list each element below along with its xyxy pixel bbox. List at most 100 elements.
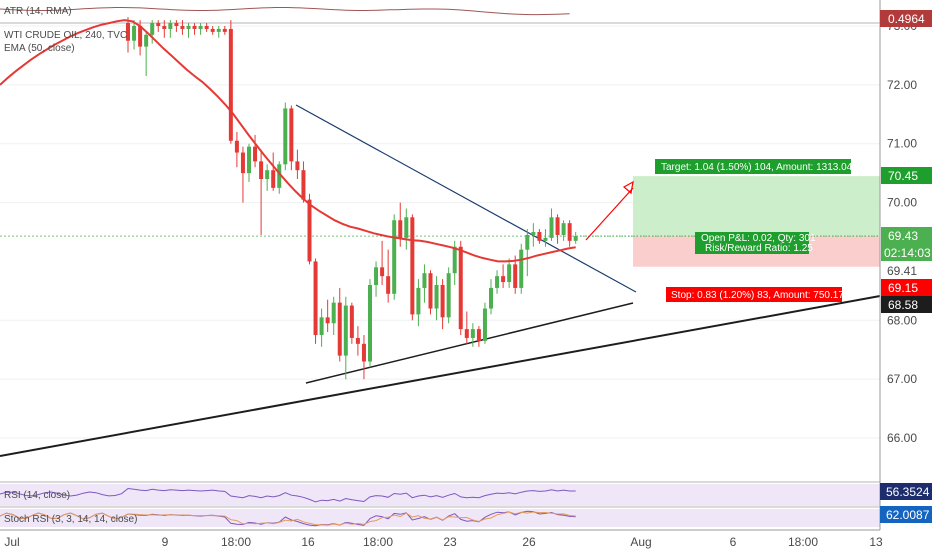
time-tick-label: 18:00 xyxy=(363,535,393,549)
candle[interactable] xyxy=(144,31,149,77)
candle[interactable] xyxy=(337,287,342,362)
candle[interactable] xyxy=(416,279,421,327)
candle[interactable] xyxy=(555,214,560,244)
candle[interactable] xyxy=(458,240,463,336)
main-pane[interactable]: Target: 1.04 (1.50%) 104, Amount: 1313.0… xyxy=(0,17,881,457)
candle[interactable] xyxy=(174,20,179,32)
time-axis[interactable]: Jul 9 18:00 16 18:00 23 26 Aug 6 18:00 13 xyxy=(0,529,883,549)
time-tick-label: 13 xyxy=(869,535,883,549)
candle[interactable] xyxy=(386,249,391,303)
candle[interactable] xyxy=(168,20,173,38)
svg-text:02:14:03: 02:14:03 xyxy=(884,246,931,260)
time-tick-label: 9 xyxy=(162,535,169,549)
candle[interactable] xyxy=(531,223,536,247)
candle[interactable] xyxy=(513,255,518,294)
projection-arrow[interactable] xyxy=(585,180,634,241)
candle[interactable] xyxy=(162,20,167,38)
candle[interactable] xyxy=(482,302,487,344)
candle[interactable] xyxy=(156,20,161,32)
candle[interactable] xyxy=(295,149,300,180)
candle[interactable] xyxy=(271,152,276,191)
candle[interactable] xyxy=(428,270,433,315)
atr-pane: ATR (14, RMA) xyxy=(0,6,880,24)
candle[interactable] xyxy=(325,299,330,333)
candle[interactable] xyxy=(277,161,282,194)
stop-label-box: Stop: 0.83 (1.20%) 83, Amount: 750.17 xyxy=(666,287,844,302)
svg-text:70.45: 70.45 xyxy=(888,169,918,183)
candle[interactable] xyxy=(150,20,155,44)
candle[interactable] xyxy=(422,264,427,303)
candle[interactable] xyxy=(392,214,397,300)
candle[interactable] xyxy=(476,326,481,347)
stoch-value-tag: 62.0087 xyxy=(880,506,932,523)
candle[interactable] xyxy=(331,296,336,336)
candle[interactable] xyxy=(470,323,475,347)
candle[interactable] xyxy=(368,279,372,368)
target-zone[interactable] xyxy=(633,176,880,237)
candle[interactable] xyxy=(410,214,415,321)
candle[interactable] xyxy=(204,23,209,32)
candle[interactable] xyxy=(343,296,348,380)
candle[interactable] xyxy=(495,270,500,294)
candle[interactable] xyxy=(180,20,185,35)
candle[interactable] xyxy=(404,208,409,250)
candle[interactable] xyxy=(434,276,439,321)
candle[interactable] xyxy=(313,258,318,344)
candle[interactable] xyxy=(126,17,130,53)
candle[interactable] xyxy=(543,229,548,247)
candle[interactable] xyxy=(247,143,251,182)
candle[interactable] xyxy=(398,202,403,247)
candle[interactable] xyxy=(259,149,264,235)
candle[interactable] xyxy=(380,240,385,285)
candle[interactable] xyxy=(501,264,506,288)
candlestick-series[interactable] xyxy=(126,17,578,380)
svg-text:0.4964: 0.4964 xyxy=(888,12,925,26)
candle[interactable] xyxy=(198,23,203,35)
candle[interactable] xyxy=(537,229,542,244)
time-tick-label: 6 xyxy=(730,535,737,549)
descending-trendline[interactable] xyxy=(295,104,637,293)
candle[interactable] xyxy=(507,258,512,288)
candle[interactable] xyxy=(210,26,215,35)
candle[interactable] xyxy=(283,102,288,171)
candle[interactable] xyxy=(222,26,227,35)
ema-label: EMA (50, close) xyxy=(4,43,75,54)
candle[interactable] xyxy=(573,232,578,244)
candle[interactable] xyxy=(525,229,530,277)
candle[interactable] xyxy=(240,146,245,203)
candle[interactable] xyxy=(374,261,379,297)
candle[interactable] xyxy=(361,335,366,380)
candle[interactable] xyxy=(349,302,354,344)
candle[interactable] xyxy=(446,267,451,324)
stoch-label: Stoch RSI (3, 3, 14, 14, close) xyxy=(4,514,137,525)
candle[interactable] xyxy=(301,161,306,203)
candle[interactable] xyxy=(319,308,324,347)
candle[interactable] xyxy=(561,220,566,241)
candle[interactable] xyxy=(234,131,239,168)
ema-line[interactable] xyxy=(0,19,576,263)
candle[interactable] xyxy=(186,23,191,38)
ascending-trendline-long[interactable] xyxy=(0,295,881,457)
candle[interactable] xyxy=(253,134,258,168)
candle[interactable] xyxy=(489,279,493,315)
candle[interactable] xyxy=(265,164,270,191)
time-tick-label: Aug xyxy=(630,535,651,549)
candle[interactable] xyxy=(216,26,221,38)
candle[interactable] xyxy=(307,193,312,265)
candle[interactable] xyxy=(464,311,469,344)
open-pnl-label: Open P&L: 0.02, Qty: 301 xyxy=(701,233,816,244)
candle[interactable] xyxy=(355,326,360,356)
candle[interactable] xyxy=(549,208,554,241)
target-label: Target: 1.04 (1.50%) 104, Amount: 1313.0… xyxy=(661,162,853,173)
candle[interactable] xyxy=(440,279,445,330)
candle[interactable] xyxy=(192,23,197,35)
candle[interactable] xyxy=(132,20,137,50)
candle[interactable] xyxy=(567,220,572,247)
candle[interactable] xyxy=(228,20,233,144)
candle[interactable] xyxy=(519,243,524,294)
time-tick-label: 18:00 xyxy=(221,535,251,549)
ascending-trendline-short[interactable] xyxy=(305,302,634,384)
candle[interactable] xyxy=(289,105,294,171)
